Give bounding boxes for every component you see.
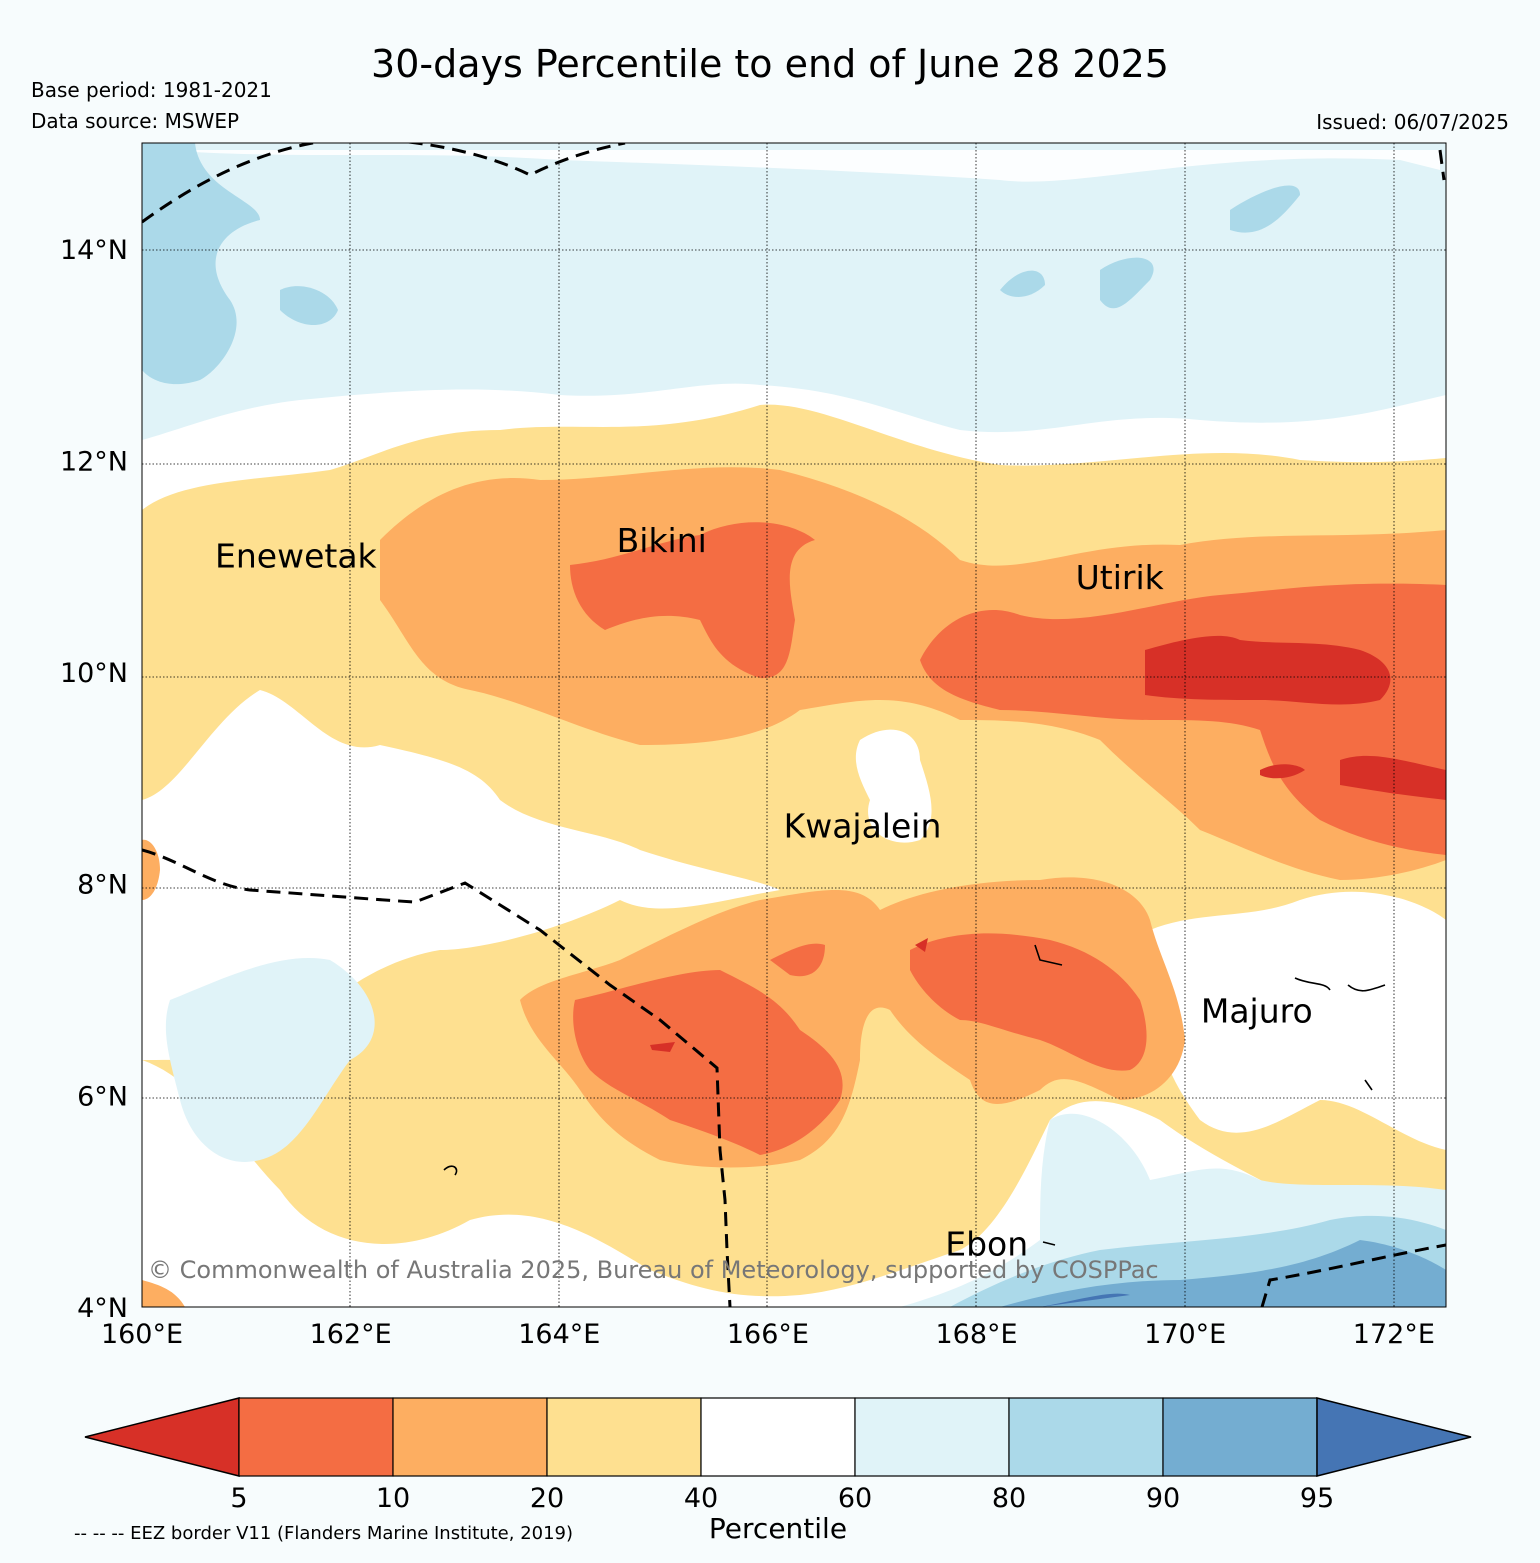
- lat-tick-label: 4°N: [77, 1293, 128, 1324]
- lon-tick-label: 162°E: [310, 1319, 392, 1350]
- blob-90-b: [1000, 270, 1045, 297]
- band-5-e: [1260, 755, 1446, 800]
- colorbar-title: Percentile: [708, 1512, 848, 1545]
- band-95-se: [1000, 1240, 1446, 1307]
- colorbar-cell: [238, 1397, 394, 1477]
- colorbar-tick-label: 40: [684, 1483, 718, 1510]
- colorbar-tick-labels: 5 10 20 40 60 80 90 95: [230, 1483, 1334, 1510]
- band-80: [142, 143, 1446, 440]
- colorbar-tick-label: 10: [376, 1483, 410, 1510]
- band-60-center: [855, 729, 932, 843]
- lon-tick-label: 170°E: [1144, 1319, 1226, 1350]
- place-label: Majuro: [1201, 992, 1313, 1031]
- map-title: 30-days Percentile to end of June 28 202…: [371, 42, 1169, 86]
- colorbar-cell: [1162, 1397, 1318, 1477]
- band-above95-se: [1040, 1293, 1130, 1307]
- copyright-text: © Commonwealth of Australia 2025, Bureau…: [148, 1256, 1159, 1284]
- blob-90-a: [280, 286, 338, 325]
- place-label: Enewetak: [215, 537, 378, 576]
- band-20-sw: [142, 1280, 185, 1307]
- lat-tick-label: 10°N: [60, 658, 128, 689]
- band-10-north: [570, 522, 815, 679]
- band-80-sw: [165, 958, 375, 1162]
- place-label: Ebon: [945, 1225, 1028, 1264]
- lon-tick-label: 160°E: [101, 1319, 183, 1350]
- colorbar-cells: [84, 1397, 1472, 1477]
- band-5-ne: [1145, 635, 1391, 705]
- colorbar-cell: [546, 1397, 702, 1477]
- lat-tick-label: 8°N: [77, 870, 128, 901]
- colorbar-tick-label: 60: [838, 1483, 872, 1510]
- colorbar-extend-low: [84, 1397, 240, 1477]
- place-label: Kwajalein: [784, 807, 942, 846]
- blob-90-c: [1100, 257, 1154, 309]
- colorbar-tick-label: 80: [992, 1483, 1026, 1510]
- lon-axis-labels: 160°E 162°E 164°E 166°E 168°E 170°E 172°E: [101, 1319, 1435, 1350]
- colorbar: 5 10 20 40 60 80 90 95: [84, 1397, 1472, 1510]
- lon-tick-label: 166°E: [727, 1319, 809, 1350]
- colorbar-tick-label: 5: [230, 1483, 247, 1510]
- eez-borders: [142, 143, 1446, 1307]
- issued-date: Issued: 06/07/2025: [1316, 110, 1509, 134]
- lon-tick-label: 168°E: [936, 1319, 1018, 1350]
- map-frame: [141, 142, 1447, 1308]
- place-labels: Enewetak Bikini Utirik Kwajalein Majuro Ebon: [215, 521, 1313, 1264]
- band-10-south-a: [573, 970, 843, 1155]
- data-source: Data source: MSWEP: [31, 109, 240, 133]
- band-60-east: [1150, 891, 1446, 1150]
- colorbar-tick-label: 20: [530, 1483, 564, 1510]
- place-label: Bikini: [617, 521, 707, 560]
- lat-tick-label: 14°N: [60, 235, 128, 266]
- blob-90-d: [1230, 185, 1300, 233]
- lat-axis-labels: 4°N 6°N 8°N 10°N 12°N 14°N: [60, 235, 128, 1324]
- atoll-outlines: [443, 944, 1386, 1246]
- band-60-inner-top: [160, 150, 1440, 182]
- colorbar-tick-label: 90: [1146, 1483, 1180, 1510]
- band-20-west: [142, 839, 160, 900]
- lon-tick-label: 164°E: [518, 1319, 600, 1350]
- band-10-south-b: [910, 933, 1147, 1071]
- band-10-south-c: [770, 943, 825, 977]
- map-field: [142, 143, 1446, 1307]
- percentile-map: 4°N 6°N 8°N 10°N 12°N 14°N 160°E 162°E 164°E 166…: [60, 142, 1447, 1350]
- lat-tick-label: 6°N: [77, 1081, 128, 1112]
- colorbar-cell: [392, 1397, 548, 1477]
- lon-tick-label: 172°E: [1353, 1319, 1435, 1350]
- lat-tick-label: 12°N: [60, 446, 128, 477]
- colorbar-extend-high: [1316, 1397, 1472, 1477]
- eez-footnote: -- -- -- EEZ border V11 (Flanders Marine…: [74, 1523, 574, 1544]
- place-label: Utirik: [1076, 558, 1165, 597]
- base-period: Base period: 1981-2021: [31, 78, 272, 102]
- colorbar-cell: [700, 1397, 856, 1477]
- colorbar-tick-label: 95: [1300, 1483, 1334, 1510]
- colorbar-cell: [1008, 1397, 1164, 1477]
- graticule: [142, 143, 1446, 1307]
- colorbar-cell: [854, 1397, 1010, 1477]
